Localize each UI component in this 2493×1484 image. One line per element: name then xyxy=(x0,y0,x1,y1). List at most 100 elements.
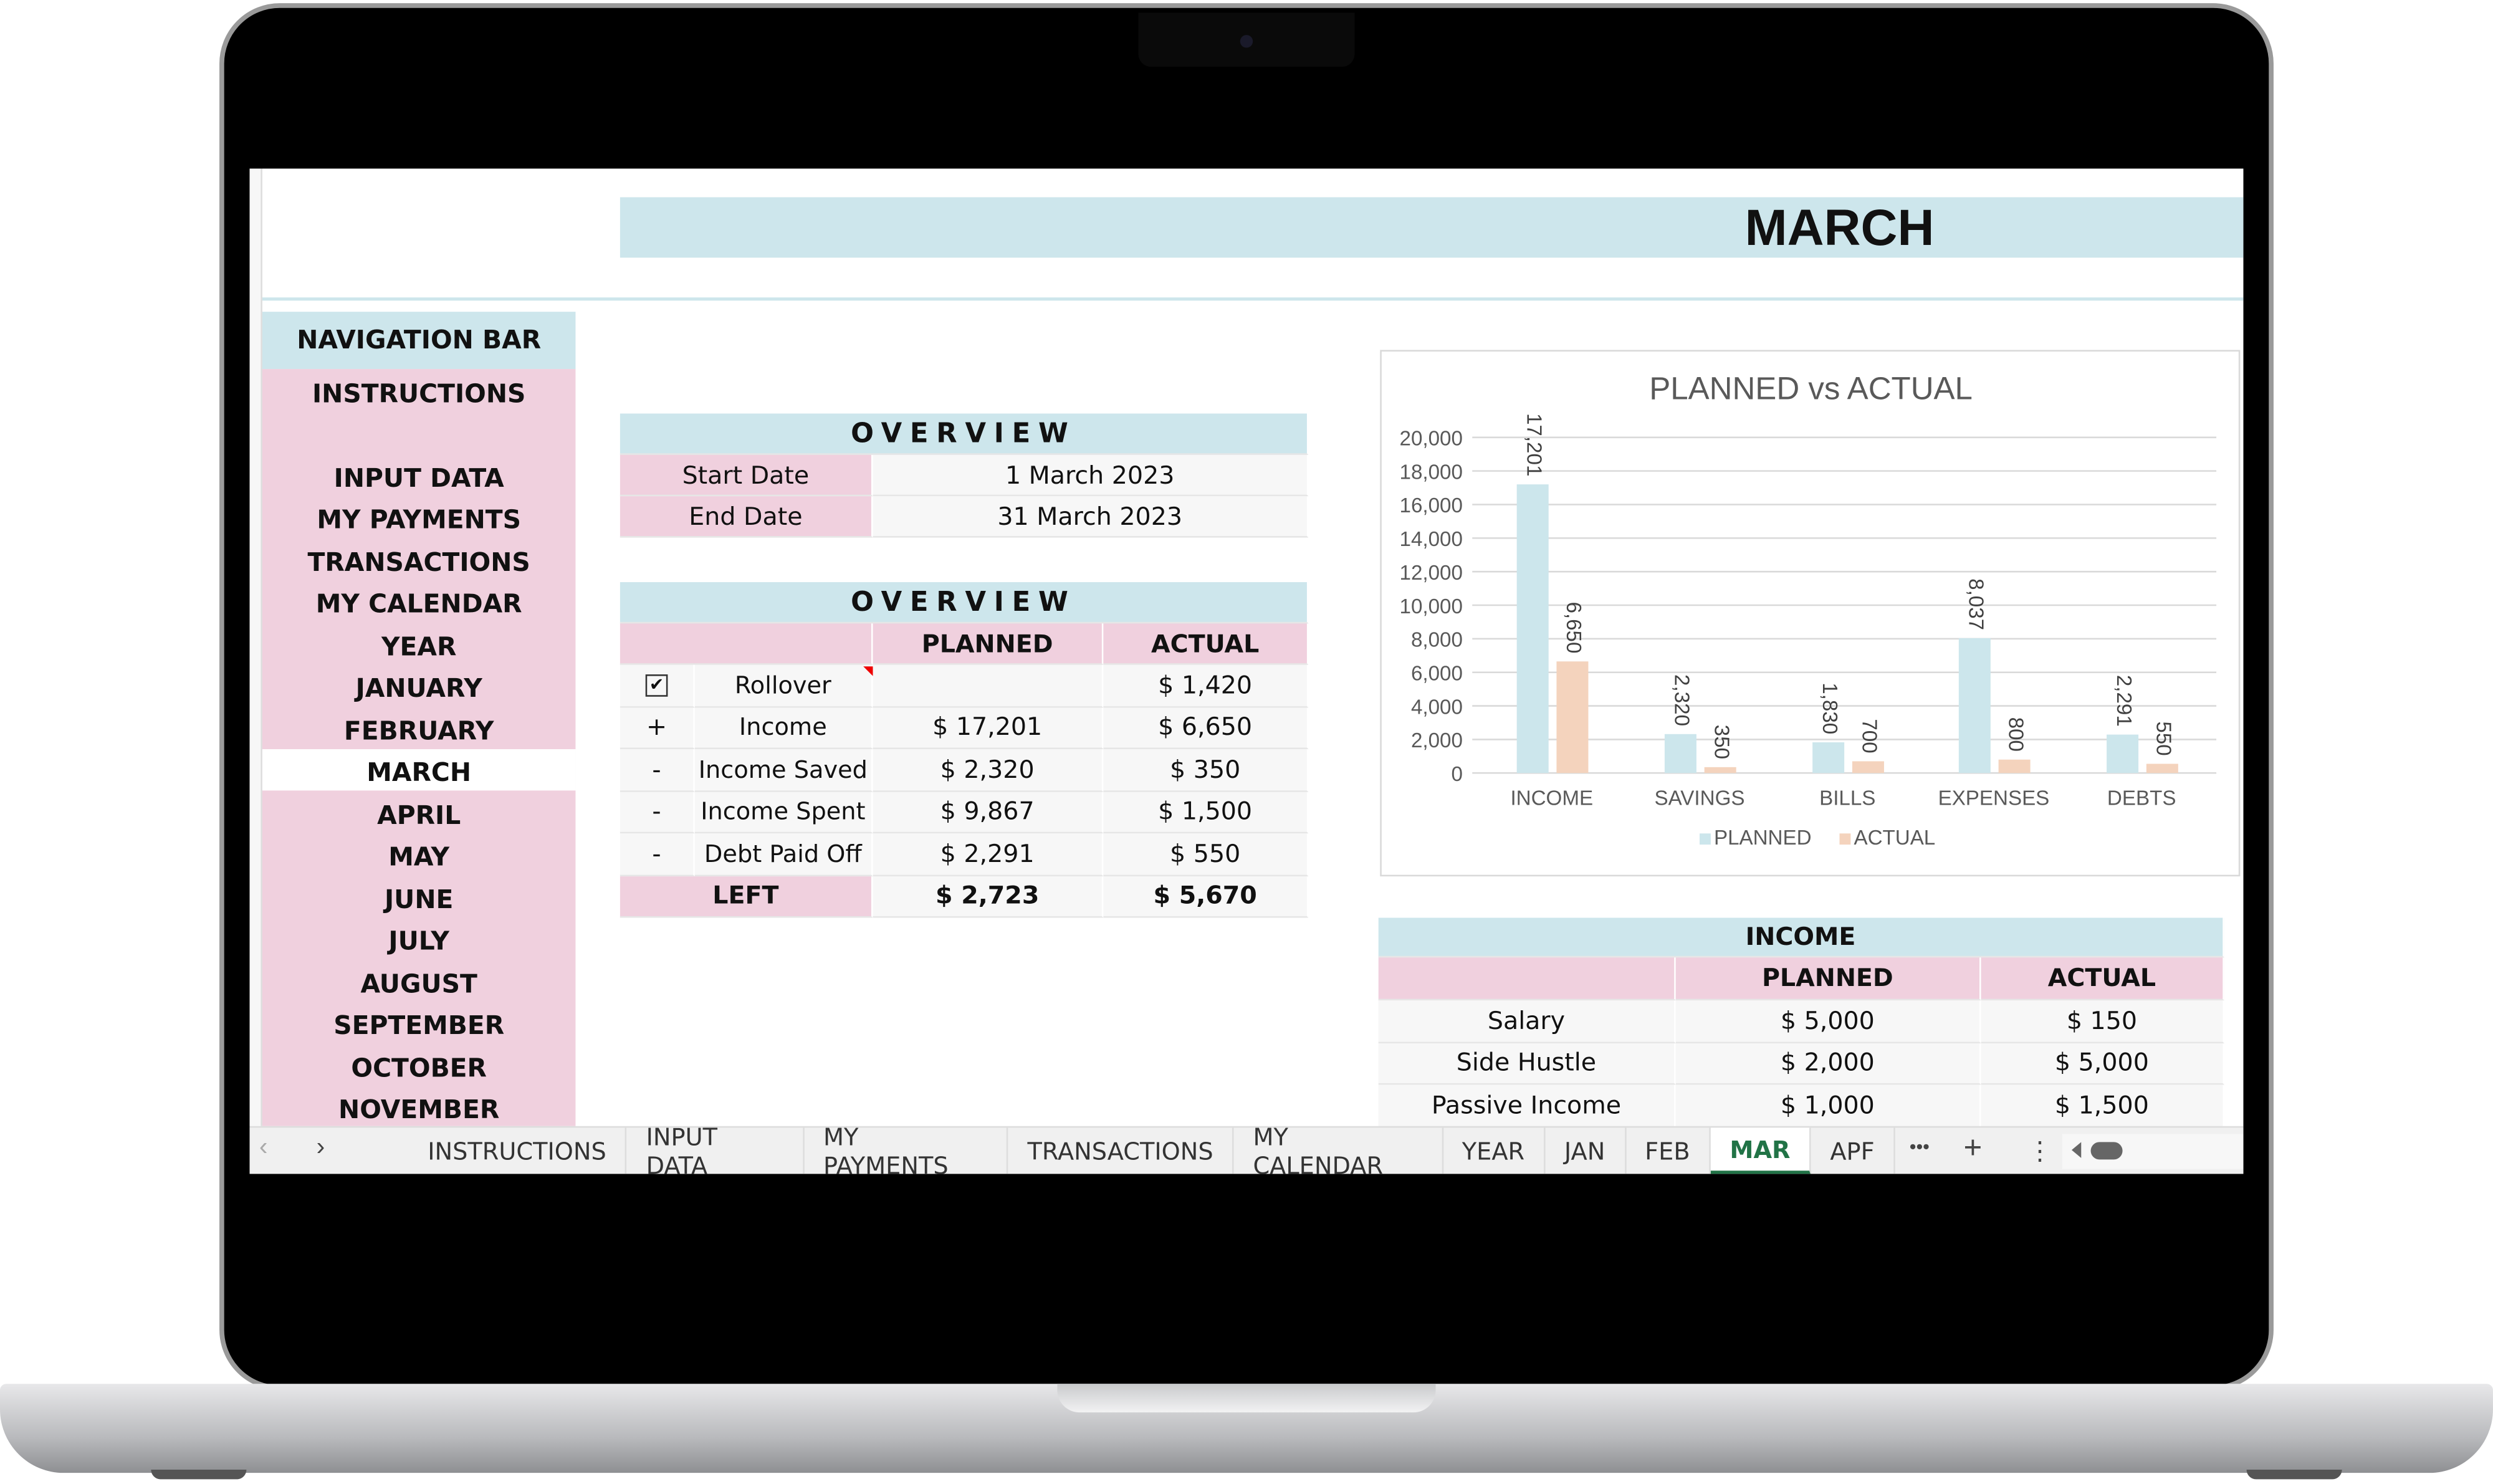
nav-item-january[interactable]: JANUARY xyxy=(355,673,482,703)
chart-title: PLANNED vs ACTUAL xyxy=(1649,371,1973,406)
overview-header: OVERVIEW xyxy=(620,582,1309,624)
bar-actual xyxy=(1852,761,1884,773)
sheet-tab-input-data[interactable]: INPUT DATA xyxy=(627,1123,805,1174)
laptop-lip xyxy=(1057,1384,1436,1413)
bar-planned xyxy=(1958,638,1991,773)
bar-planned xyxy=(1812,742,1845,773)
overview-row-label: Income Spent xyxy=(694,791,873,834)
sheet-tab-transactions[interactable]: TRANSACTIONS xyxy=(1008,1127,1234,1174)
overview-row-label: Income xyxy=(694,707,873,749)
nav-item-my-payments[interactable]: MY PAYMENTS xyxy=(317,504,522,535)
overview-left-label: LEFT xyxy=(620,875,873,917)
rollover-checkbox[interactable]: ✔ xyxy=(620,664,695,707)
sheet-tab-apf[interactable]: APF xyxy=(1811,1127,1895,1174)
nav-item-year[interactable]: YEAR xyxy=(381,631,457,662)
data-label: 350 xyxy=(1710,725,1733,759)
nav-item-february[interactable]: FEBRUARY xyxy=(343,716,494,746)
nav-active-bg xyxy=(262,749,576,791)
data-label: 550 xyxy=(2152,721,2175,755)
income-planned: $ 1,000 xyxy=(1675,1084,1981,1127)
overview-planned: $ 17,201 xyxy=(873,707,1104,749)
nav-item-may[interactable]: MAY xyxy=(388,841,450,872)
y-tick-label: 14,000 xyxy=(1400,528,1463,551)
page-title: MARCH xyxy=(1744,199,1935,256)
bar-actual xyxy=(1998,759,2031,773)
date-value: 31 March 2023 xyxy=(873,496,1309,538)
overview-actual: $ 6,650 xyxy=(1103,707,1309,749)
row-gutter xyxy=(249,168,262,1126)
nav-item-november[interactable]: NOVEMBER xyxy=(338,1094,500,1125)
sheet-tab-my-payments[interactable]: MY PAYMENTS xyxy=(804,1123,1008,1174)
nav-item-october[interactable]: OCTOBER xyxy=(351,1053,487,1083)
overview-left-planned: $ 2,723 xyxy=(873,875,1104,917)
overview-sign: - xyxy=(620,749,695,792)
x-tick-label: DEBTS xyxy=(2107,787,2176,810)
nav-item-june[interactable]: JUNE xyxy=(384,884,454,915)
y-tick-label: 0 xyxy=(1451,763,1462,786)
income-actual: $ 150 xyxy=(1981,1000,2224,1043)
more-tabs-icon[interactable]: ••• xyxy=(1909,1136,1930,1158)
scrollbar-thumb[interactable] xyxy=(2090,1142,2123,1160)
scroll-left-arrow-icon[interactable] xyxy=(2071,1142,2082,1158)
nav-item-august[interactable]: AUGUST xyxy=(360,969,477,999)
sheet-tab-bar: ‹ › INSTRUCTIONS INPUT DATA MY PAYMENTS TRA… xyxy=(249,1123,2244,1174)
income-actual: $ 1,500 xyxy=(1981,1084,2224,1127)
nav-item-july[interactable]: JULY xyxy=(388,926,449,956)
nav-item-input-data[interactable]: INPUT DATA xyxy=(333,462,504,494)
date-label: Start Date xyxy=(620,454,873,497)
overview-dates-header: OVERVIEW xyxy=(620,413,1309,455)
overview-row-label: Income Saved xyxy=(694,749,873,792)
scroll-left-icon[interactable]: ‹ xyxy=(259,1134,268,1161)
income-header: INCOME xyxy=(1378,917,2224,958)
add-sheet-icon[interactable]: + xyxy=(1963,1131,1983,1166)
overview-actual: $ 550 xyxy=(1103,833,1309,876)
income-row-label: Passive Income xyxy=(1378,1084,1676,1127)
overview-actual: $ 1,500 xyxy=(1103,791,1309,834)
sheet-tab-instructions[interactable]: INSTRUCTIONS xyxy=(409,1127,627,1174)
sheet-tab-year[interactable]: YEAR xyxy=(1443,1127,1546,1174)
horizontal-scrollbar[interactable] xyxy=(2062,1134,2244,1169)
bar-planned xyxy=(2107,734,2139,773)
nav-item-april[interactable]: APRIL xyxy=(377,800,461,831)
nav-item-my-calendar[interactable]: MY CALENDAR xyxy=(315,588,522,619)
overview-planned: $ 2,291 xyxy=(873,833,1104,876)
x-tick-label: BILLS xyxy=(1819,787,1875,810)
legend-label: ACTUAL xyxy=(1854,826,1935,850)
income-actual: $ 5,000 xyxy=(1981,1042,2224,1085)
title-bar xyxy=(620,197,2244,258)
bar-actual xyxy=(1704,767,1736,773)
checkbox-check-icon[interactable]: ✔ xyxy=(645,674,668,697)
y-tick-label: 18,000 xyxy=(1400,461,1463,484)
scroll-right-icon[interactable]: › xyxy=(316,1134,325,1161)
income-colhead-blank xyxy=(1378,957,1676,1001)
nav-item-transactions[interactable]: TRANSACTIONS xyxy=(307,547,530,578)
nav-item-september[interactable]: SEPTEMBER xyxy=(333,1010,505,1041)
date-label: End Date xyxy=(620,496,873,538)
nav-item-instructions[interactable]: INSTRUCTIONS xyxy=(312,378,526,409)
y-tick-label: 20,000 xyxy=(1400,428,1463,451)
data-label: 700 xyxy=(1858,719,1881,753)
overview-actual: $ 1,420 xyxy=(1103,664,1309,707)
date-value: 1 March 2023 xyxy=(873,454,1309,497)
nav-item-march[interactable]: MARCH xyxy=(366,757,472,788)
laptop-foot xyxy=(2246,1470,2342,1480)
overview-col-planned: PLANNED xyxy=(873,623,1104,665)
overview-colhead-blank xyxy=(620,623,873,665)
y-tick-label: 10,000 xyxy=(1400,595,1463,618)
nav-header-bg xyxy=(262,312,576,370)
overview-row-label: Debt Paid Off xyxy=(694,833,873,876)
overview-sign: + xyxy=(620,707,695,749)
y-tick-label: 8,000 xyxy=(1411,629,1463,652)
sheet-tab-feb[interactable]: FEB xyxy=(1626,1127,1711,1174)
sheet-tab-my-calendar[interactable]: MY CALENDAR xyxy=(1234,1123,1443,1174)
sheet-tab-jan[interactable]: JAN xyxy=(1545,1127,1626,1174)
y-tick-label: 16,000 xyxy=(1400,494,1463,517)
income-row-label: Salary xyxy=(1378,1000,1676,1043)
spreadsheet-screen: MARCH NAVIGATION BAR INSTRUCTIONS INPUT D… xyxy=(249,168,2244,1174)
x-tick-label: SAVINGS xyxy=(1655,787,1745,810)
overview-planned: $ 9,867 xyxy=(873,791,1104,834)
data-label: 2,320 xyxy=(1670,674,1693,726)
overview-actual: $ 350 xyxy=(1103,749,1309,792)
sheet-tab-mar[interactable]: MAR xyxy=(1710,1127,1811,1174)
options-icon[interactable]: ⋮ xyxy=(2027,1139,2053,1166)
